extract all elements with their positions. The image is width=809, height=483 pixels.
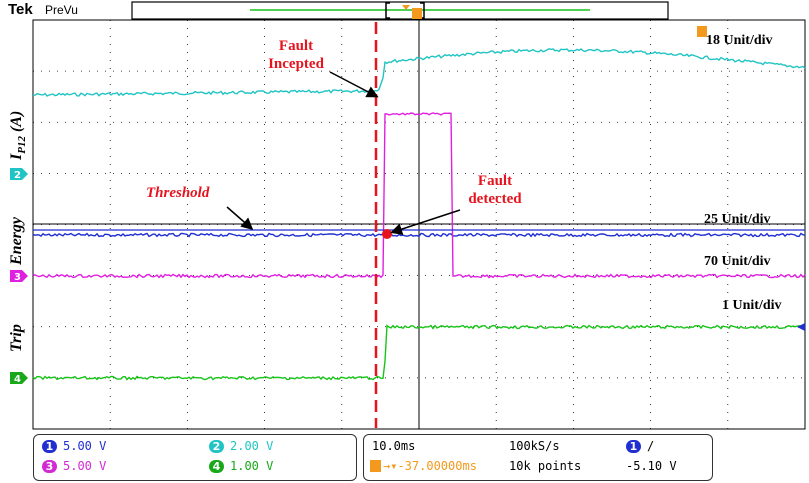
ch2-scale-label: 18 Unit/div bbox=[706, 33, 773, 48]
fault-detected-label: Fault detected bbox=[468, 173, 522, 207]
ch4-scale-label: 1 Unit/div bbox=[722, 298, 782, 313]
timebase-scale: 10.0ms bbox=[372, 439, 416, 453]
rising-edge-icon: / bbox=[647, 439, 655, 453]
ch1-energy-trace bbox=[32, 232, 806, 238]
ch2-setting[interactable]: 2 2.00 V bbox=[209, 439, 273, 453]
ch1-setting[interactable]: 1 5.00 V bbox=[42, 439, 106, 453]
svg-text:Energy: Energy bbox=[8, 216, 25, 266]
threshold-label: Threshold bbox=[146, 185, 210, 201]
oscilloscope-display: 2 3 4 IP12 (A) Energy Trip bbox=[8, 1, 806, 430]
ch1-scale-label: 25 Unit/div bbox=[704, 212, 771, 227]
energy-axis-label: Energy bbox=[8, 216, 25, 266]
ch2-badge: 2 bbox=[209, 440, 224, 453]
fault-incepted-arrow bbox=[329, 71, 379, 98]
current-axis-label: IP12 (A) bbox=[8, 111, 28, 161]
ch2-volts: 2.00 V bbox=[230, 439, 274, 453]
status-bar: 1 5.00 V 3 5.00 V 2 2.00 V 4 1.00 V 10.0ms 1… bbox=[0, 432, 809, 483]
ch4-ground-marker[interactable]: 4 bbox=[10, 372, 28, 385]
ch1-volts: 5.00 V bbox=[63, 439, 107, 453]
ch4-trip-trace bbox=[32, 324, 806, 381]
ch3-badge: 3 bbox=[42, 460, 57, 473]
ch3-ground-marker[interactable]: 3 bbox=[10, 270, 28, 283]
channel-settings-panel[interactable]: 1 5.00 V 3 5.00 V 2 2.00 V 4 1.00 V bbox=[33, 434, 357, 481]
brand-logo: Tek bbox=[8, 1, 33, 18]
sample-rate: 100kS/s bbox=[509, 439, 560, 453]
threshold-arrow bbox=[226, 206, 254, 230]
svg-text:Trip: Trip bbox=[8, 324, 25, 352]
trip-axis-label: Trip bbox=[8, 324, 25, 352]
trigger-source[interactable]: 1/ bbox=[626, 439, 654, 453]
ch2-ground-marker[interactable]: 2 bbox=[10, 168, 28, 181]
ch3-detection-trace bbox=[32, 112, 806, 279]
svg-text:3: 3 bbox=[14, 272, 21, 283]
record-length: 10k points bbox=[509, 459, 582, 473]
trigger-position-marker bbox=[402, 5, 410, 10]
ch4-setting[interactable]: 4 1.00 V bbox=[209, 459, 273, 473]
trigger-t-icon bbox=[412, 8, 422, 19]
delay-arrow-icon: →▾ bbox=[383, 459, 398, 473]
trigger-level-marker[interactable] bbox=[797, 323, 805, 331]
svg-text:2: 2 bbox=[14, 170, 21, 181]
ch3-scale-label: 70 Unit/div bbox=[704, 254, 771, 269]
trigger-t-icon-small bbox=[370, 460, 381, 472]
ch3-setting[interactable]: 3 5.00 V bbox=[42, 459, 106, 473]
acquisition-mode: PreVu bbox=[45, 3, 78, 17]
trigger-level: -5.10 V bbox=[626, 459, 677, 473]
trigger-position[interactable]: →▾-37.00000ms bbox=[370, 459, 477, 473]
fault-incepted-label: Fault Incepted bbox=[268, 38, 324, 72]
ch1-badge: 1 bbox=[42, 440, 57, 453]
fault-detected-point bbox=[382, 229, 392, 239]
ch4-badge: 4 bbox=[209, 460, 224, 473]
timebase-panel[interactable]: 10.0ms 100kS/s →▾-37.00000ms 10k points … bbox=[363, 434, 713, 481]
svg-text:4: 4 bbox=[14, 374, 21, 385]
trigger-position-value: -37.00000ms bbox=[397, 459, 477, 473]
trigger-channel-badge: 1 bbox=[626, 440, 641, 453]
svg-text:IP12 (A): IP12 (A) bbox=[8, 111, 28, 161]
trigger-t-marker bbox=[697, 26, 707, 37]
fault-detected-arrow bbox=[390, 209, 461, 235]
ch3-volts: 5.00 V bbox=[63, 459, 107, 473]
ch4-volts: 1.00 V bbox=[230, 459, 274, 473]
ch2-current-trace bbox=[32, 48, 806, 97]
